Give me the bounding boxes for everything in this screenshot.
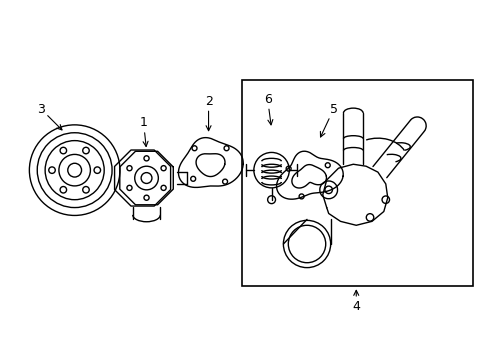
Text: 1: 1: [140, 116, 148, 147]
Text: 4: 4: [351, 291, 360, 312]
Text: 2: 2: [204, 95, 212, 131]
Text: 3: 3: [37, 103, 62, 130]
Text: 5: 5: [320, 103, 337, 137]
Bar: [242, 80, 472, 286]
Text: 6: 6: [263, 93, 272, 125]
